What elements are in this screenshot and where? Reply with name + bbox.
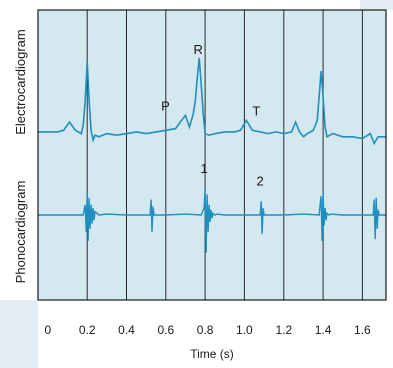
pcg-trace (38, 189, 386, 253)
x-tick-label: 0 (44, 323, 51, 337)
wave-label-r: R (194, 42, 203, 57)
x-tick-label: 0.4 (118, 323, 135, 337)
plot-panel (38, 10, 386, 300)
pcg-axis-label: Phonocardiogram (13, 181, 28, 284)
x-tick-label: 1.0 (236, 323, 253, 337)
wave-label-p: P (161, 99, 170, 114)
x-tick-label: 0.8 (197, 323, 214, 337)
ecg-trace (38, 57, 386, 146)
x-axis-title: Time (s) (190, 347, 234, 361)
wave-label-2: 2 (256, 173, 263, 188)
plot-frame (37, 9, 387, 301)
wave-label-t: T (252, 103, 260, 118)
vertical-gridlines (86, 10, 363, 300)
wave-label-1: 1 (200, 161, 207, 176)
ecg-axis-label: Electrocardiogram (13, 29, 28, 135)
wave-annotations: R P T 1 2 (161, 42, 264, 188)
left-margin-bg (0, 300, 38, 368)
x-tick-labels: 0 0.2 0.4 0.6 0.8 1.0 1.2 1.4 1.6 (44, 323, 371, 337)
x-tick-label: 0.6 (157, 323, 174, 337)
top-margin-bg (360, 0, 393, 10)
x-tick-label: 1.4 (315, 323, 332, 337)
x-tick-label: 1.6 (354, 323, 371, 337)
x-tick-label: 1.2 (275, 323, 292, 337)
x-tick-label: 0.2 (79, 323, 96, 337)
